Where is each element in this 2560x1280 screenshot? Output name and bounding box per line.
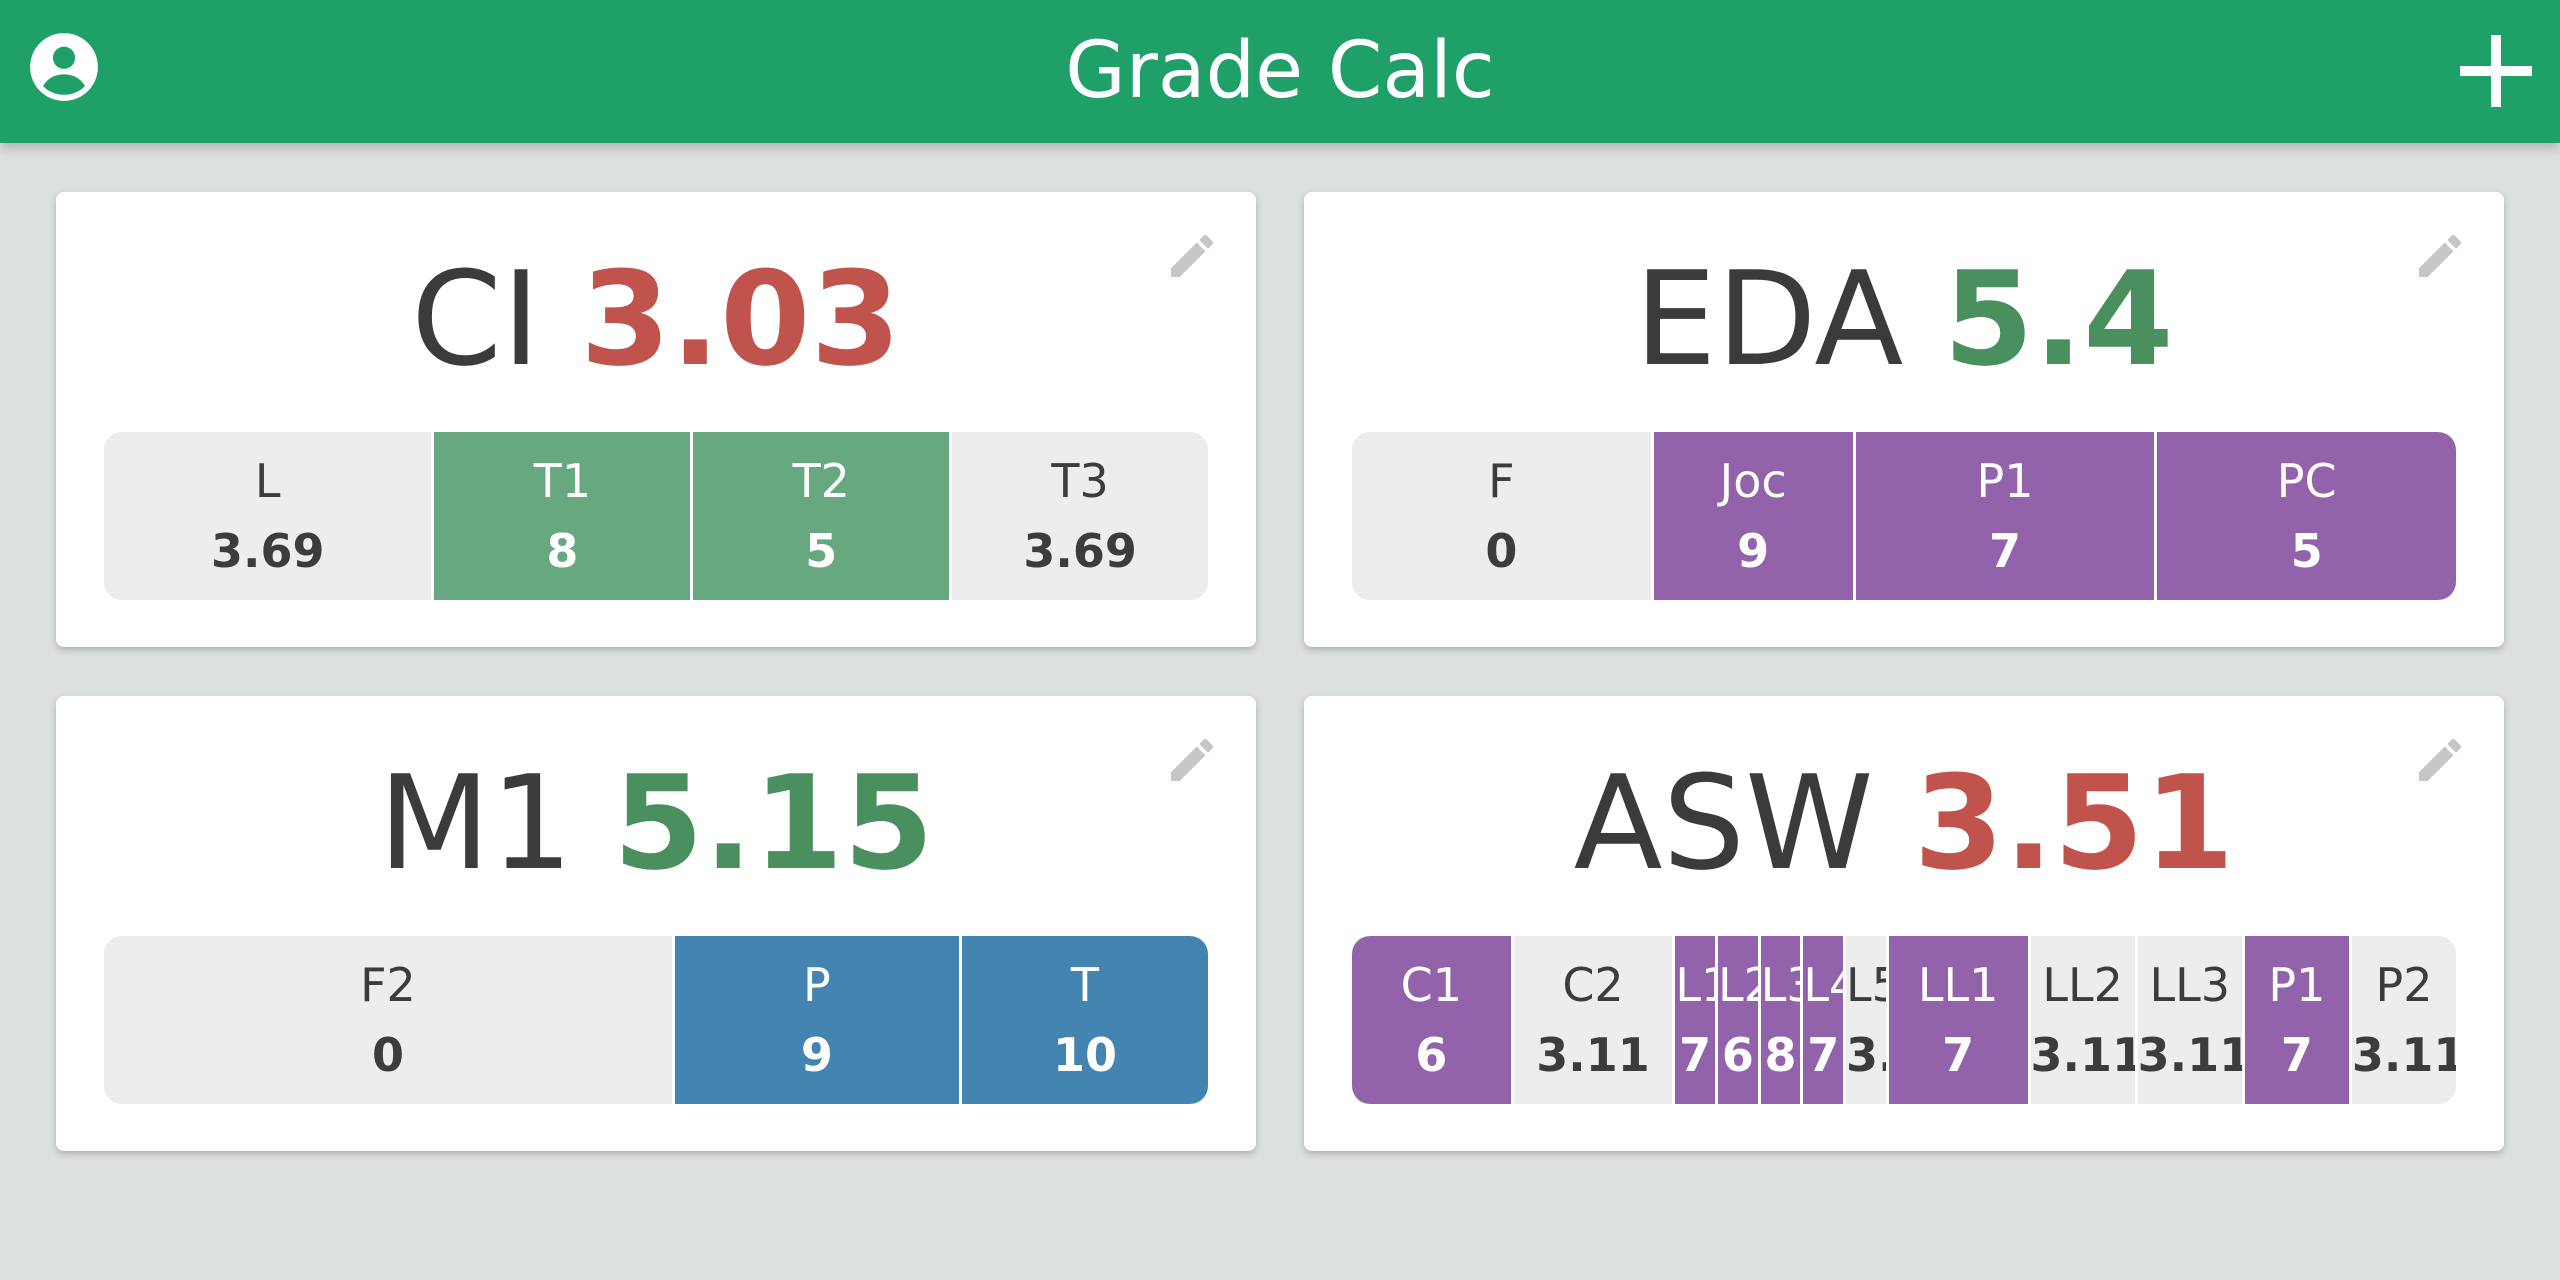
grade-breakdown-bar: C16C23.11L17L26L38L47L53.11LL17LL23.11LL… bbox=[1352, 936, 2456, 1104]
grade-segment-l1[interactable]: L17 bbox=[1672, 936, 1716, 1104]
segment-label: L4 bbox=[1803, 958, 1843, 1012]
segment-grade: 7 bbox=[1989, 524, 2022, 578]
segment-label: F2 bbox=[360, 958, 416, 1012]
segment-label: F bbox=[1488, 454, 1515, 508]
course-score: 5.4 bbox=[1943, 243, 2174, 395]
segment-grade: 3.69 bbox=[1023, 524, 1137, 578]
course-heading: ASW 3.51 bbox=[1304, 748, 2504, 898]
grade-segment-l2[interactable]: L26 bbox=[1715, 936, 1758, 1104]
segment-grade: 10 bbox=[1052, 1028, 1117, 1082]
course-score: 5.15 bbox=[613, 747, 934, 899]
course-heading: CI 3.03 bbox=[56, 244, 1256, 394]
segment-label: P bbox=[803, 958, 831, 1012]
grade-segment-t2[interactable]: T2 5 bbox=[690, 432, 950, 600]
add-course-button[interactable] bbox=[2458, 33, 2534, 109]
grade-segment-l3[interactable]: L38 bbox=[1757, 936, 1801, 1104]
segment-label: LL3 bbox=[2149, 958, 2230, 1012]
grade-segment-c1[interactable]: C1 6 bbox=[1352, 936, 1511, 1104]
segment-grade: 6 bbox=[1721, 1028, 1754, 1082]
app-title: Grade Calc bbox=[1065, 26, 1495, 116]
segment-grade: 3.11 bbox=[1846, 1028, 1886, 1082]
segment-grade: 7 bbox=[2280, 1028, 2313, 1082]
course-score: 3.51 bbox=[1913, 747, 2235, 899]
segment-grade: 9 bbox=[800, 1028, 833, 1082]
segment-grade: 9 bbox=[1737, 524, 1770, 578]
edit-pencil-icon[interactable] bbox=[2412, 228, 2468, 284]
grade-segment-p2[interactable]: P2 3.11 bbox=[2348, 936, 2456, 1104]
segment-label: L1 bbox=[1675, 958, 1715, 1012]
account-circle-icon[interactable] bbox=[27, 30, 101, 104]
segment-grade: 3.69 bbox=[210, 524, 325, 578]
grade-segment-joc[interactable]: Joc 9 bbox=[1650, 432, 1853, 600]
grade-breakdown-bar: F2 0 P 9 T 10 bbox=[104, 936, 1208, 1104]
segment-grade: 0 bbox=[1485, 524, 1518, 578]
grade-segment-p1[interactable]: P1 7 bbox=[2241, 936, 2349, 1104]
plus-icon bbox=[2460, 35, 2532, 107]
segment-grade: 3.11 bbox=[2030, 1028, 2135, 1082]
grade-segment-t1[interactable]: T1 8 bbox=[431, 432, 691, 600]
course-card-m1[interactable]: M1 5.15 F2 0 P 9 T 10 bbox=[56, 696, 1256, 1151]
segment-label: LL2 bbox=[2042, 958, 2123, 1012]
segment-label: LL1 bbox=[1917, 958, 1999, 1012]
grade-segment-t3[interactable]: T3 3.69 bbox=[949, 432, 1208, 600]
segment-label: P2 bbox=[2375, 958, 2433, 1012]
segment-grade: 5 bbox=[805, 524, 838, 578]
segment-label: T3 bbox=[1051, 454, 1109, 508]
grade-segment-l[interactable]: L 3.69 bbox=[104, 432, 432, 600]
grade-segment-l5[interactable]: L5 3.11 bbox=[1843, 936, 1886, 1104]
segment-label: L2 bbox=[1718, 958, 1758, 1012]
grade-segment-pc[interactable]: PC 5 bbox=[2154, 432, 2456, 600]
segment-label: T bbox=[1070, 958, 1100, 1012]
segment-grade: 3.11 bbox=[2137, 1028, 2242, 1082]
edit-pencil-icon[interactable] bbox=[2412, 732, 2468, 788]
course-name: ASW bbox=[1573, 747, 1874, 899]
grade-segment-ll1[interactable]: LL1 7 bbox=[1885, 936, 2028, 1104]
course-heading: EDA 5.4 bbox=[1304, 244, 2504, 394]
grade-segment-f2[interactable]: F2 0 bbox=[104, 936, 672, 1104]
segment-grade: 7 bbox=[1807, 1028, 1840, 1082]
grade-breakdown-bar: F 0 Joc 9 P1 7 PC 5 bbox=[1352, 432, 2456, 600]
segment-label: PC bbox=[2276, 454, 2337, 508]
segment-label: P1 bbox=[2268, 958, 2326, 1012]
course-card-asw[interactable]: ASW3.51C16C23.11L17L26L38L47L53.11LL17LL… bbox=[1304, 696, 2504, 1151]
segment-label: L bbox=[254, 454, 281, 508]
segment-grade: 7 bbox=[1679, 1028, 1712, 1082]
segment-grade: 8 bbox=[546, 524, 579, 578]
course-card-eda[interactable]: EDA 5.4 F 0 Joc 9 P1 7 PC 5 bbox=[1304, 192, 2504, 647]
grade-segment-p1[interactable]: P1 7 bbox=[1852, 432, 2155, 600]
edit-pencil-icon[interactable] bbox=[1164, 732, 1220, 788]
course-heading: M1 5.15 bbox=[56, 748, 1256, 898]
grade-breakdown-bar: L 3.69 T1 8 T2 5 T3 3.69 bbox=[104, 432, 1208, 600]
segment-label: T2 bbox=[792, 454, 850, 508]
course-name: EDA bbox=[1634, 243, 1904, 395]
grade-segment-l4[interactable]: L47 bbox=[1800, 936, 1844, 1104]
course-name: M1 bbox=[378, 747, 574, 899]
segment-grade: 6 bbox=[1415, 1028, 1448, 1082]
segment-label: L3 bbox=[1760, 958, 1801, 1012]
grade-segment-ll2[interactable]: LL2 3.11 bbox=[2027, 936, 2135, 1104]
segment-grade: 0 bbox=[371, 1028, 404, 1082]
course-card-ci[interactable]: CI 3.03 L 3.69 T1 8 T2 5 T3 3.69 bbox=[56, 192, 1256, 647]
segment-label: C2 bbox=[1562, 958, 1624, 1012]
edit-pencil-icon[interactable] bbox=[1164, 228, 1220, 284]
grade-segment-c2[interactable]: C2 3.11 bbox=[1510, 936, 1673, 1104]
segment-grade: 3.11 bbox=[2351, 1028, 2456, 1082]
grade-segment-t[interactable]: T 10 bbox=[958, 936, 1208, 1104]
app-bar: Grade Calc bbox=[0, 0, 2560, 143]
segment-grade: 3.11 bbox=[1536, 1028, 1650, 1082]
segment-label: P1 bbox=[1976, 454, 2034, 508]
segment-grade: 7 bbox=[1942, 1028, 1975, 1082]
segment-label: Joc bbox=[1719, 454, 1787, 508]
segment-label: L5 bbox=[1846, 958, 1886, 1012]
grade-segment-ll3[interactable]: LL3 3.11 bbox=[2134, 936, 2242, 1104]
segment-grade: 8 bbox=[1764, 1028, 1797, 1082]
segment-label: T1 bbox=[533, 454, 592, 508]
segment-label: C1 bbox=[1400, 958, 1463, 1012]
segment-grade: 5 bbox=[2290, 524, 2323, 578]
course-name: CI bbox=[411, 243, 541, 395]
course-score: 3.03 bbox=[580, 243, 901, 395]
